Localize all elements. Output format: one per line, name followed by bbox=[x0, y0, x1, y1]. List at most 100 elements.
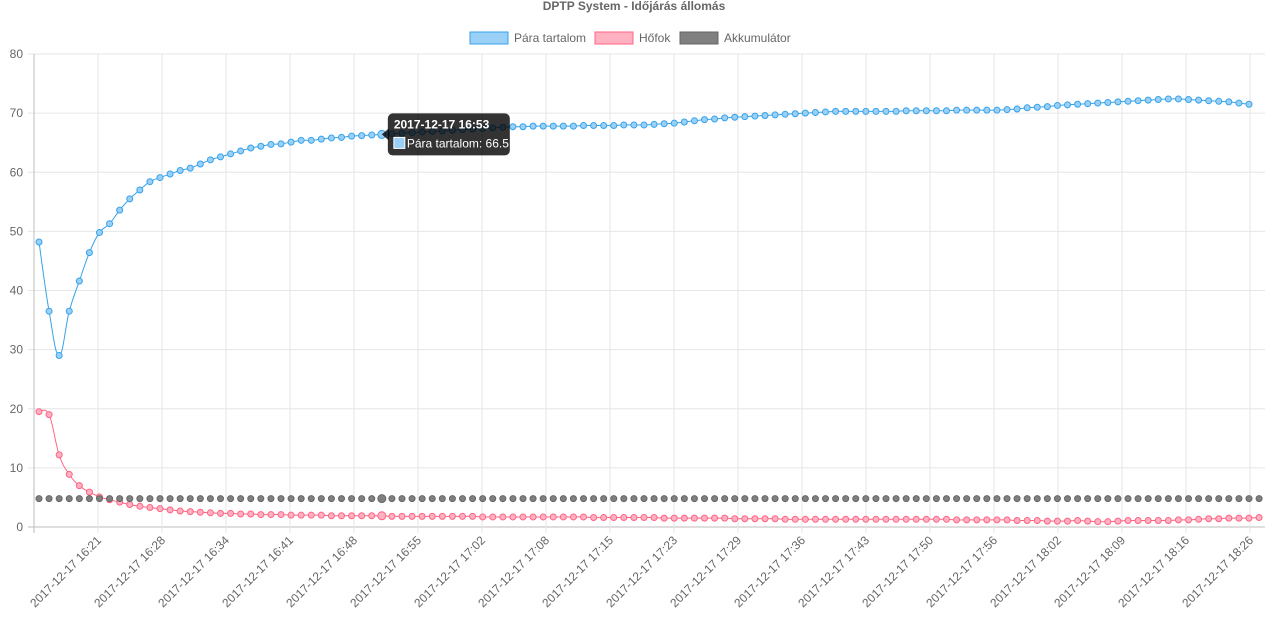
data-point[interactable] bbox=[287, 495, 295, 503]
data-point[interactable] bbox=[1134, 97, 1142, 105]
data-point[interactable] bbox=[45, 411, 53, 419]
data-point[interactable] bbox=[822, 515, 829, 523]
data-point[interactable] bbox=[892, 515, 900, 523]
data-point[interactable] bbox=[963, 495, 971, 503]
data-point[interactable] bbox=[963, 516, 971, 524]
data-point[interactable] bbox=[1043, 495, 1051, 503]
data-point[interactable] bbox=[438, 512, 446, 520]
data-point[interactable] bbox=[1164, 517, 1172, 524]
data-point[interactable] bbox=[1023, 517, 1031, 524]
data-point[interactable] bbox=[1114, 517, 1122, 525]
data-point[interactable] bbox=[680, 118, 688, 126]
data-point[interactable] bbox=[1174, 516, 1182, 524]
data-point[interactable] bbox=[781, 515, 789, 523]
data-point[interactable] bbox=[600, 495, 608, 503]
data-point[interactable] bbox=[670, 514, 678, 522]
data-point[interactable] bbox=[781, 495, 789, 503]
data-point[interactable] bbox=[892, 107, 900, 115]
data-point[interactable] bbox=[489, 495, 497, 503]
data-point[interactable] bbox=[408, 512, 416, 520]
data-point[interactable] bbox=[630, 495, 638, 503]
data-point[interactable] bbox=[227, 495, 235, 503]
data-point[interactable] bbox=[842, 107, 850, 115]
data-point[interactable] bbox=[186, 495, 194, 503]
data-point[interactable] bbox=[317, 135, 325, 143]
data-point[interactable] bbox=[751, 112, 759, 120]
data-point[interactable] bbox=[217, 509, 224, 517]
data-point[interactable] bbox=[438, 495, 446, 503]
data-point[interactable] bbox=[257, 495, 265, 503]
data-point[interactable] bbox=[811, 495, 819, 503]
data-point[interactable] bbox=[943, 495, 950, 503]
data-point[interactable] bbox=[892, 495, 900, 503]
data-point[interactable] bbox=[146, 503, 154, 511]
data-point[interactable] bbox=[1023, 104, 1031, 112]
data-point[interactable] bbox=[227, 150, 235, 158]
data-point[interactable] bbox=[156, 174, 164, 182]
data-point[interactable] bbox=[1164, 495, 1172, 503]
data-point[interactable] bbox=[973, 495, 981, 503]
data-point[interactable] bbox=[126, 195, 134, 203]
data-point[interactable] bbox=[327, 495, 335, 503]
data-point[interactable] bbox=[1215, 495, 1223, 503]
data-point[interactable] bbox=[882, 515, 890, 523]
data-point[interactable] bbox=[761, 495, 769, 503]
data-point[interactable] bbox=[549, 513, 557, 521]
data-point[interactable] bbox=[1084, 495, 1092, 503]
data-point[interactable] bbox=[1084, 517, 1092, 525]
data-point[interactable] bbox=[499, 513, 507, 521]
data-point[interactable] bbox=[75, 482, 83, 490]
data-point[interactable] bbox=[973, 106, 981, 114]
data-point[interactable] bbox=[1235, 495, 1243, 503]
data-point[interactable] bbox=[297, 495, 305, 503]
data-point[interactable] bbox=[1094, 495, 1102, 503]
data-point[interactable] bbox=[590, 495, 598, 503]
data-point[interactable] bbox=[1013, 517, 1021, 524]
data-point[interactable] bbox=[902, 495, 910, 503]
data-point[interactable] bbox=[277, 511, 285, 519]
data-point[interactable] bbox=[650, 495, 658, 503]
data-point[interactable] bbox=[630, 514, 638, 522]
data-point[interactable] bbox=[922, 495, 930, 503]
data-point[interactable] bbox=[842, 495, 850, 503]
data-point[interactable] bbox=[943, 107, 950, 115]
data-point[interactable] bbox=[600, 122, 608, 130]
data-point[interactable] bbox=[96, 229, 103, 237]
data-point[interactable] bbox=[217, 153, 224, 161]
data-point[interactable] bbox=[640, 514, 648, 522]
data-point[interactable] bbox=[55, 495, 63, 503]
data-point[interactable] bbox=[1195, 96, 1203, 104]
data-point[interactable] bbox=[660, 120, 668, 128]
data-point[interactable] bbox=[297, 511, 305, 519]
data-point[interactable] bbox=[277, 140, 285, 148]
data-point[interactable] bbox=[1074, 495, 1082, 503]
data-point[interactable] bbox=[136, 186, 144, 194]
data-point[interactable] bbox=[327, 134, 335, 142]
data-point[interactable] bbox=[499, 495, 507, 503]
data-point[interactable] bbox=[85, 249, 93, 257]
data-point[interactable] bbox=[590, 122, 598, 130]
data-point[interactable] bbox=[1104, 495, 1112, 503]
data-point[interactable] bbox=[701, 514, 708, 522]
data-point[interactable] bbox=[791, 515, 799, 523]
data-point[interactable] bbox=[580, 495, 587, 503]
data-point[interactable] bbox=[247, 144, 255, 152]
data-point[interactable] bbox=[418, 495, 426, 503]
data-point[interactable] bbox=[610, 514, 618, 522]
data-point[interactable] bbox=[721, 114, 729, 122]
data-point[interactable] bbox=[751, 495, 759, 503]
data-point[interactable] bbox=[630, 121, 638, 129]
data-point[interactable] bbox=[620, 514, 628, 522]
data-point[interactable] bbox=[983, 516, 991, 524]
data-point[interactable] bbox=[690, 117, 698, 125]
data-point[interactable] bbox=[670, 119, 678, 127]
data-point[interactable] bbox=[196, 508, 204, 516]
data-point[interactable] bbox=[55, 451, 63, 459]
data-point[interactable] bbox=[1174, 495, 1182, 503]
data-point[interactable] bbox=[811, 109, 819, 117]
legend-item[interactable]: Akkumulátor bbox=[679, 31, 791, 45]
data-point[interactable] bbox=[45, 307, 53, 315]
data-point[interactable] bbox=[801, 109, 809, 117]
data-point[interactable] bbox=[408, 495, 416, 503]
data-point[interactable] bbox=[469, 495, 477, 503]
